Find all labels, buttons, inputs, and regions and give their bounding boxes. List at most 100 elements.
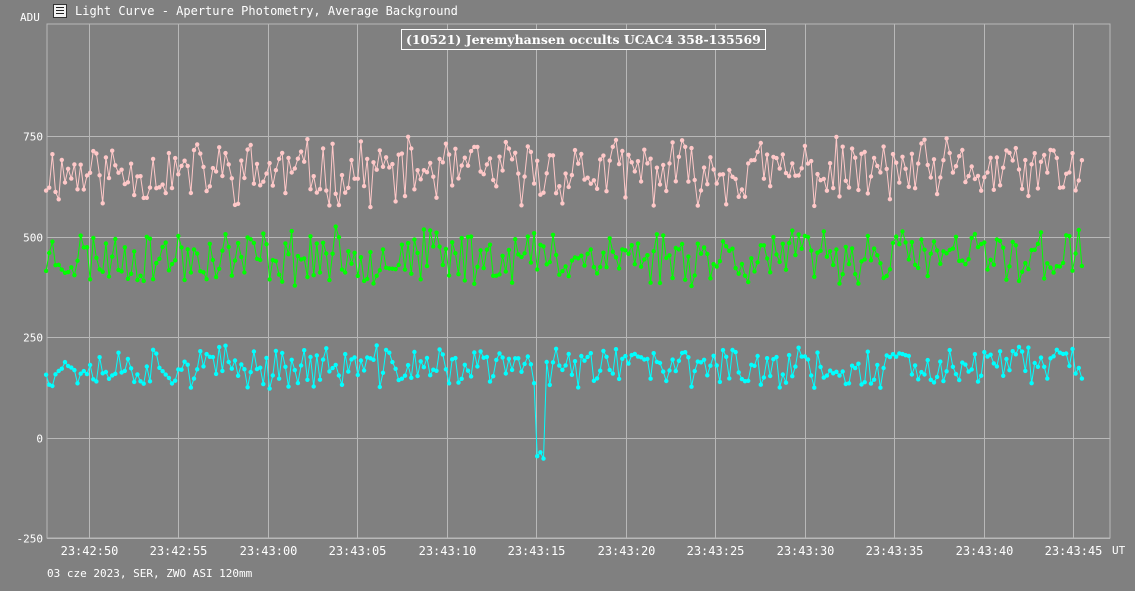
data-point — [509, 280, 515, 285]
data-point — [975, 244, 981, 250]
data-point — [81, 187, 87, 192]
data-point — [598, 264, 603, 270]
data-point — [925, 162, 930, 168]
data-point — [953, 234, 959, 239]
data-point — [1042, 364, 1047, 369]
data-point — [654, 165, 660, 170]
data-point — [428, 373, 433, 378]
data-point — [994, 155, 1000, 160]
data-point — [87, 362, 93, 368]
data-point — [150, 347, 156, 352]
data-point — [994, 364, 1000, 369]
data-point — [371, 357, 376, 362]
data-point — [547, 382, 552, 388]
data-point — [302, 256, 307, 261]
data-point — [1004, 148, 1009, 153]
data-point — [727, 248, 732, 253]
data-point — [610, 249, 615, 254]
data-point — [308, 187, 313, 192]
data-point — [941, 249, 946, 254]
data-point — [226, 359, 231, 365]
data-point — [229, 176, 234, 181]
data-point — [1051, 270, 1056, 275]
data-point — [84, 371, 90, 377]
data-point — [689, 384, 694, 389]
data-point — [535, 454, 540, 459]
data-point — [563, 171, 568, 176]
data-point — [553, 191, 559, 196]
data-point — [125, 276, 131, 281]
data-point — [557, 184, 562, 189]
data-point — [428, 160, 433, 166]
data-point — [714, 363, 719, 368]
data-point — [705, 251, 710, 257]
data-point — [235, 373, 241, 378]
data-point — [1007, 264, 1012, 269]
data-point — [242, 175, 247, 181]
data-point — [475, 364, 480, 369]
x-tick-label: 23:43:30 — [777, 544, 835, 558]
data-point — [135, 372, 140, 377]
data-point — [365, 156, 370, 162]
data-point — [453, 146, 458, 151]
data-point — [686, 254, 691, 259]
data-point — [314, 353, 319, 358]
data-point — [424, 170, 430, 175]
data-point — [424, 355, 430, 361]
data-point — [248, 142, 253, 148]
data-point — [428, 228, 433, 233]
light-curve-app-icon[interactable] — [53, 4, 67, 18]
data-point — [431, 244, 436, 249]
data-point — [147, 379, 153, 384]
data-point — [1079, 158, 1085, 163]
data-point — [755, 353, 760, 359]
data-point — [966, 173, 971, 179]
data-point — [169, 185, 175, 191]
data-point — [220, 248, 225, 253]
data-point — [771, 357, 776, 362]
data-point — [909, 239, 915, 245]
data-point — [724, 244, 729, 249]
data-point — [497, 154, 502, 159]
data-point — [125, 180, 131, 185]
data-point — [607, 367, 612, 373]
data-point — [991, 262, 996, 267]
data-point — [938, 359, 943, 364]
data-point — [878, 385, 883, 390]
data-point — [292, 367, 297, 373]
data-point — [667, 368, 672, 373]
data-point — [50, 239, 55, 244]
data-point — [84, 173, 90, 178]
data-point — [487, 379, 493, 384]
data-point — [686, 355, 691, 360]
data-point — [87, 170, 93, 175]
data-point — [462, 155, 467, 160]
data-point — [258, 183, 263, 188]
data-point — [1045, 170, 1050, 175]
data-point — [947, 347, 952, 353]
data-point — [900, 229, 905, 234]
data-point — [78, 371, 83, 376]
data-point — [1054, 347, 1060, 352]
data-point — [220, 173, 225, 179]
data-point — [475, 264, 480, 269]
data-point — [922, 137, 927, 142]
data-point — [1032, 151, 1037, 156]
data-point — [1067, 363, 1072, 369]
data-point — [468, 148, 474, 154]
data-point — [110, 148, 115, 153]
data-point — [642, 147, 647, 152]
data-point — [387, 165, 392, 170]
data-point — [1038, 355, 1044, 360]
data-point — [544, 359, 549, 365]
footer-info: 03 cze 2023, SER, ZWO ASI 120mm — [47, 567, 253, 580]
data-point — [931, 157, 937, 162]
data-point — [1064, 351, 1069, 356]
data-point — [746, 279, 751, 285]
data-point — [768, 184, 773, 189]
data-point — [437, 156, 442, 162]
data-point — [849, 363, 855, 368]
series-0 — [43, 134, 1085, 210]
data-point — [887, 354, 893, 360]
data-point — [758, 140, 763, 146]
